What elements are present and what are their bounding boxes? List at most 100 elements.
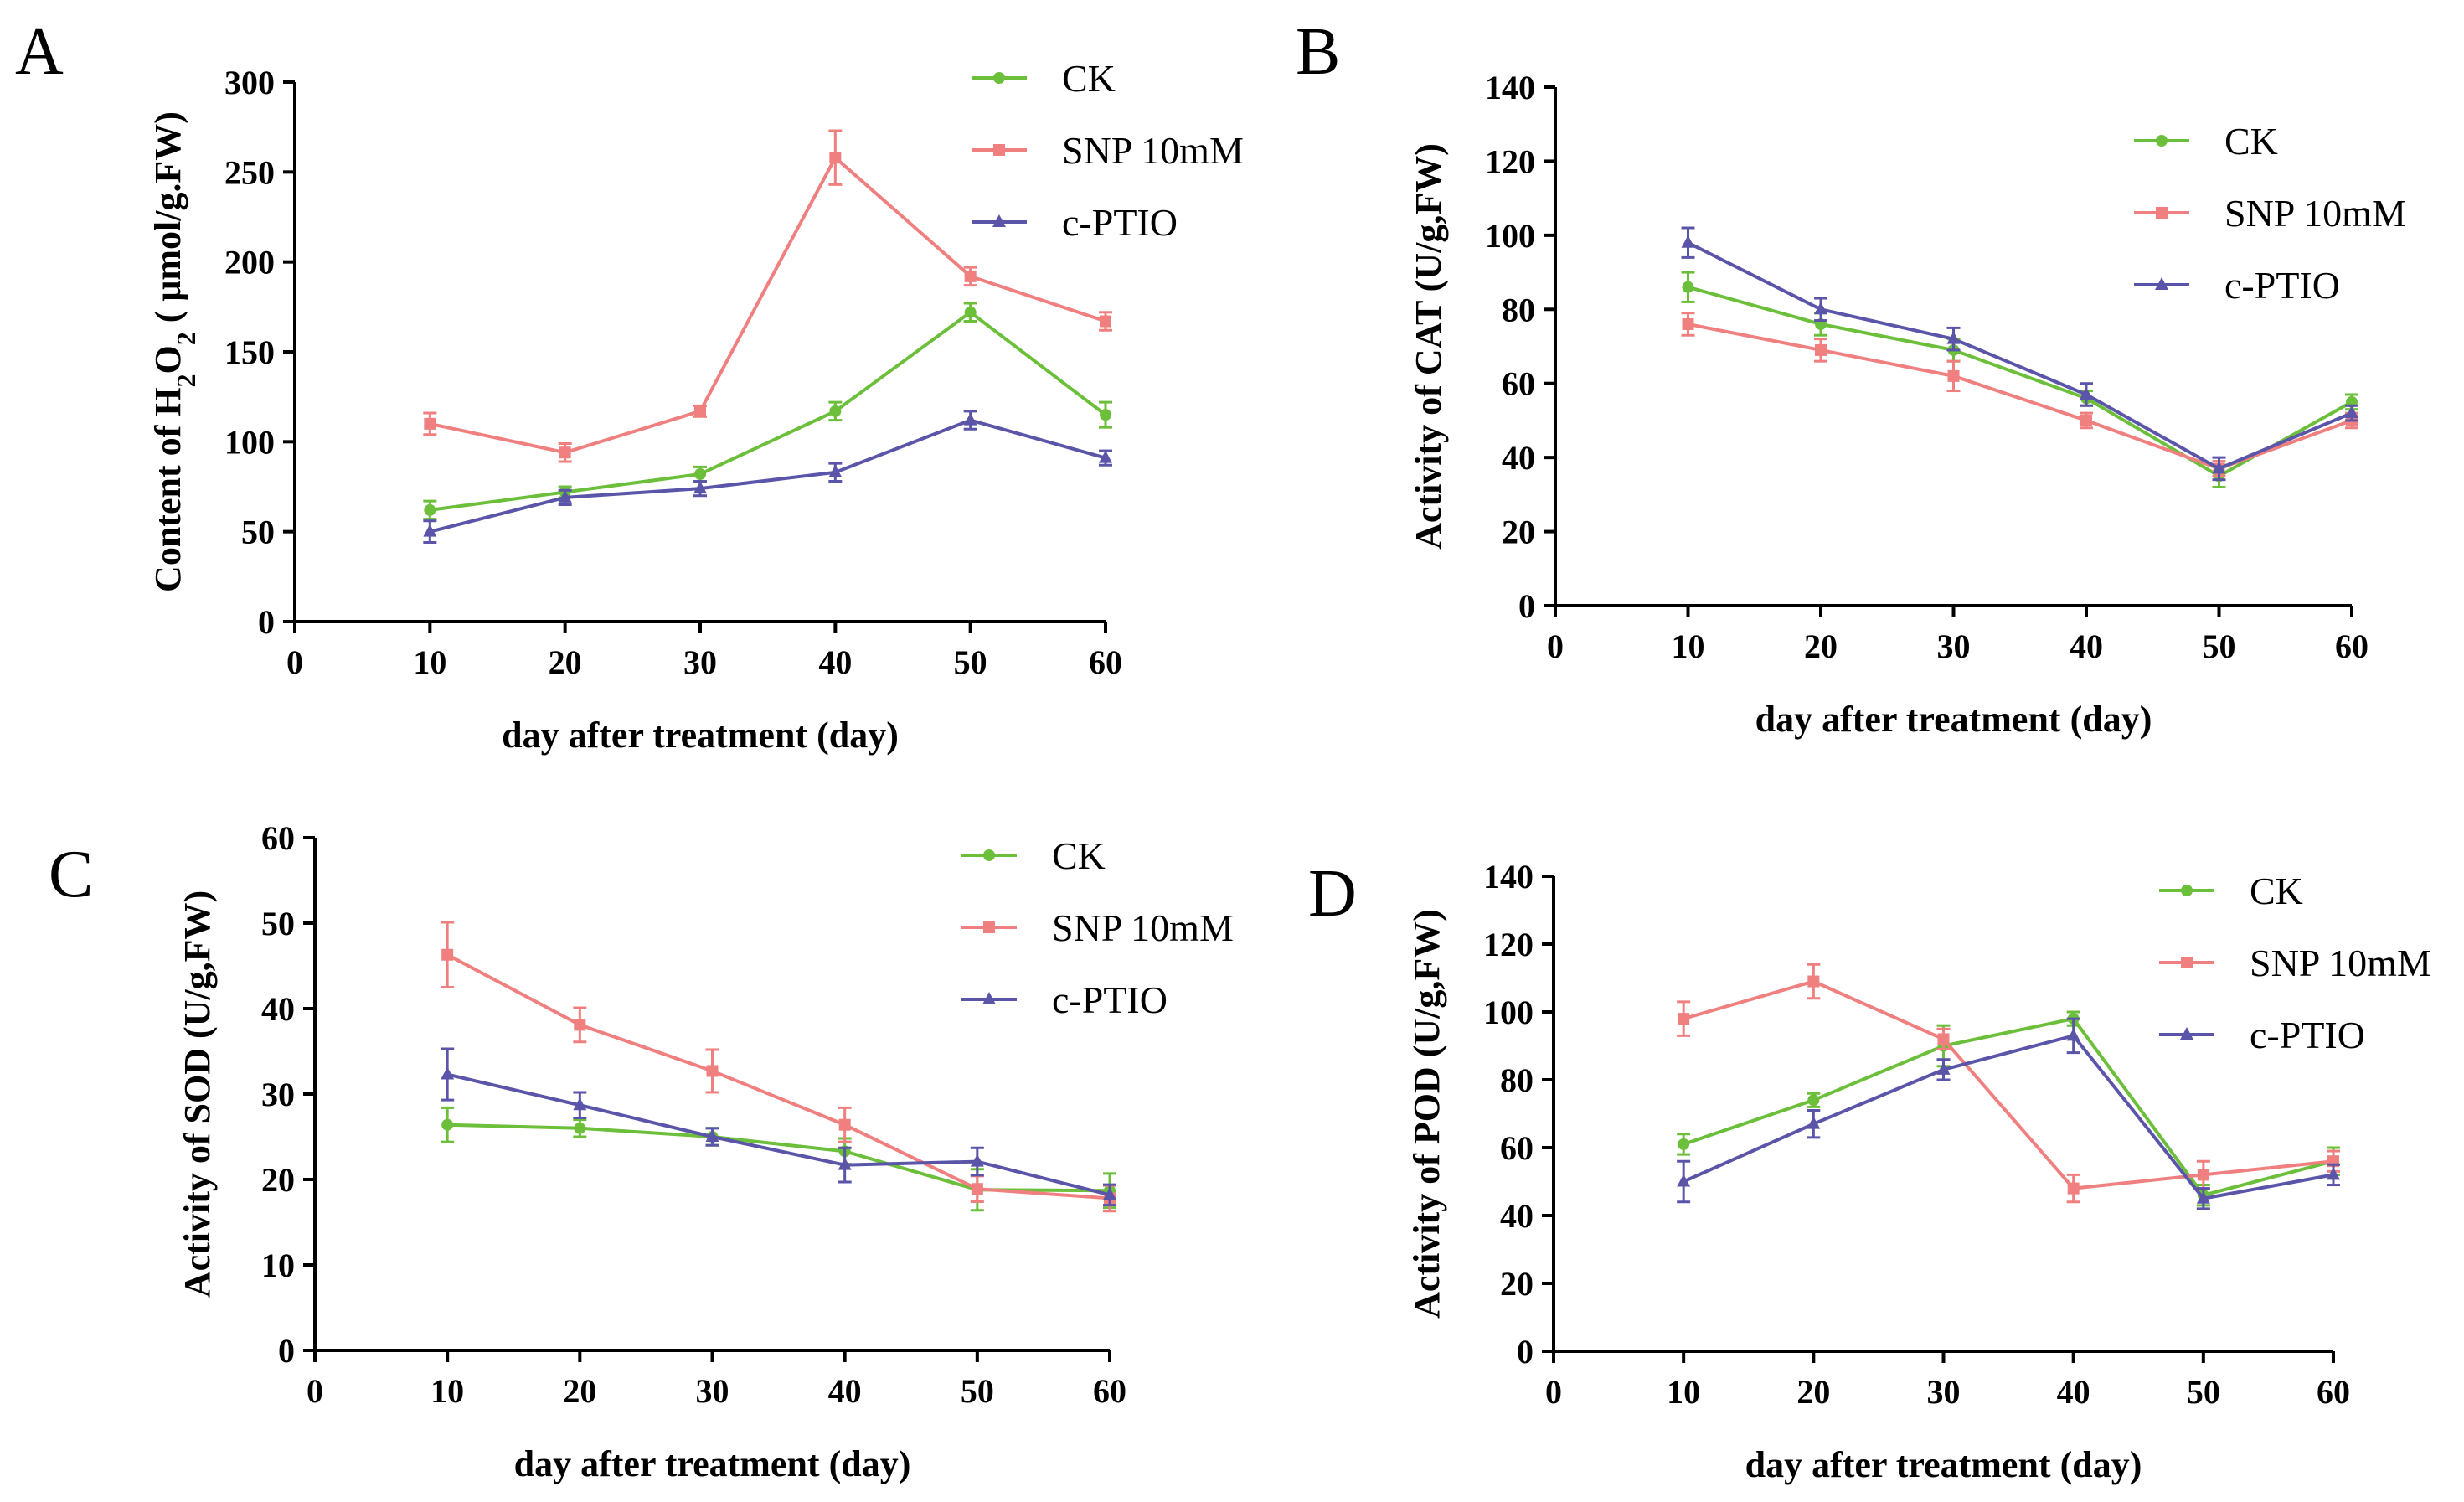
panel-a-x-tick-label: 40 [818, 643, 852, 681]
panel-d-point-c-ptio [2327, 1167, 2340, 1180]
panel-d-legend-marker-c-ptio [2180, 1027, 2193, 1040]
panel-c-x-tick-label: 50 [961, 1372, 994, 1410]
panel-d-point-snp-10mm [1807, 975, 1820, 988]
panel-d-line-ck [1683, 1016, 2334, 1197]
panel-a-y-tick-label: 200 [224, 244, 275, 281]
panel-a-y-tick-label: 250 [224, 153, 275, 191]
panel-b-x-tick-label: 20 [1804, 627, 1838, 665]
panel-c-x-axis-title: day after treatment (day) [514, 1443, 911, 1484]
panel-d-y-tick-label: 120 [1483, 926, 1534, 963]
panel-b-legend-marker-ck [2156, 135, 2168, 147]
panel-c-point-c-ptio [573, 1097, 587, 1111]
panel-d-point-snp-10mm [2067, 1182, 2080, 1195]
panel-b-legend-label-c-ptio: c-PTIO [2224, 264, 2340, 307]
panel-a-series-ck [423, 302, 1112, 521]
panel-b-line-c-ptio [1687, 240, 2353, 471]
panel-a-point-c-ptio [693, 481, 707, 494]
panel-d-y-tick-label: 20 [1500, 1265, 1534, 1303]
panel-c-legend-label-snp-10mm: SNP 10mM [1052, 906, 1234, 949]
panel-c-series-snp-10mm [441, 921, 1116, 1213]
panel-b-legend-label-ck: CK [2224, 120, 2278, 163]
panel-d: D 0 10 20 30 40 50 60 0 20 40 60 80 100 120 140 day afte… [1308, 857, 2431, 1485]
panel-a-y-axis-title: Content of H2O2 ( μmol/g.FW) [147, 111, 201, 592]
panel-a-point-snp-10mm [964, 270, 977, 282]
panel-d-series-ck [1677, 1010, 2340, 1207]
panel-a-x-tick-label: 10 [413, 643, 446, 681]
panel-d-x-tick-label: 10 [1667, 1373, 1700, 1411]
panel-b-point-ck [1682, 281, 1694, 293]
panel-c-legend-marker-ck [983, 849, 995, 861]
panel-b-letter: B [1296, 15, 1340, 89]
panel-d-y-tick-label: 60 [1500, 1129, 1534, 1167]
panel-a-y-tick-label: 100 [224, 423, 275, 461]
panel-b-x-tick-label: 40 [2070, 627, 2103, 665]
panel-b-legend-marker-snp-10mm [2156, 207, 2168, 219]
panel-a-point-ck [424, 503, 436, 516]
panel-a-x-tick-label: 60 [1089, 643, 1122, 681]
panel-d-y-tick-label: 80 [1500, 1061, 1534, 1099]
panel-a-y-tick-label: 150 [224, 333, 275, 371]
panel-d-line-snp-10mm [1683, 979, 2334, 1190]
panel-c-series-c-ptio [441, 1047, 1116, 1207]
panel-b-y-tick-label: 140 [1485, 69, 1535, 106]
panel-d-y-tick-label: 140 [1483, 858, 1534, 896]
panel-b-x-tick-label: 10 [1672, 627, 1705, 665]
panel-b-legend-label-snp-10mm: SNP 10mM [2224, 192, 2406, 235]
panel-d-x-tick-label: 30 [1927, 1373, 1961, 1411]
panel-b-y-tick-label: 120 [1485, 142, 1535, 180]
panel-b-y-tick-label: 80 [1502, 291, 1535, 328]
panel-a-legend-marker-ck [993, 72, 1005, 84]
panel-a-y-tick-label: 300 [224, 64, 275, 101]
panel-c-point-snp-10mm [838, 1118, 851, 1131]
panel-d-y-axis-title: Activity of POD (U/g,FW) [1406, 909, 1447, 1319]
panel-c-legend-marker-c-ptio [982, 992, 996, 1004]
panel-b-point-c-ptio [2080, 386, 2093, 400]
panel-a-line-ck [430, 310, 1107, 512]
panel-d-legend: CK SNP 10mM c-PTIO [2159, 870, 2431, 1056]
panel-c-point-ck [574, 1122, 586, 1134]
panel-b-point-snp-10mm [1947, 369, 1960, 382]
panel-b-line-snp-10mm [1688, 323, 2353, 471]
panel-c-y-tick-label: 10 [261, 1247, 295, 1284]
panel-a-legend-label-ck: CK [1062, 57, 1116, 100]
panel-d-point-c-ptio [1936, 1061, 1951, 1075]
panel-a-x-tick-label: 50 [954, 643, 987, 681]
panel-c: C 0 10 20 30 40 50 60 0 10 20 30 40 50 60 day after tre… [49, 819, 1234, 1484]
panel-c-legend-marker-snp-10mm [983, 921, 995, 933]
panel-c-point-c-ptio [705, 1129, 719, 1142]
panel-c-letter: C [49, 838, 93, 911]
panel-b-series-c-ptio [1681, 226, 2358, 482]
panel-c-x-tick-label: 40 [828, 1372, 862, 1410]
panel-b-legend: CK SNP 10mM c-PTIO [2134, 120, 2406, 307]
panel-c-point-snp-10mm [971, 1183, 983, 1195]
panel-c-point-ck [441, 1118, 454, 1131]
panel-d-y-tick-label: 100 [1483, 994, 1534, 1031]
panel-d-letter: D [1308, 857, 1357, 931]
panel-d-point-c-ptio [2196, 1190, 2210, 1204]
panel-d-series-snp-10mm [1677, 963, 2340, 1204]
panel-a-point-snp-10mm [559, 446, 571, 459]
panel-c-y-tick-label: 50 [261, 905, 295, 942]
panel-d-x-tick-label: 50 [2187, 1373, 2220, 1411]
panel-d-y-tick-label: 0 [1517, 1333, 1534, 1370]
panel-a-point-snp-10mm [424, 417, 436, 430]
panel-b-x-tick-label: 30 [1937, 627, 1971, 665]
panel-c-y-tick-label: 60 [261, 819, 295, 857]
panel-b-point-c-ptio [1814, 302, 1827, 315]
panel-c-point-snp-10mm [706, 1065, 719, 1077]
panel-b-point-c-ptio [2212, 461, 2226, 474]
panel-a-point-ck [1100, 409, 1111, 421]
panel-c-y-tick-label: 30 [261, 1076, 295, 1113]
panel-d-legend-marker-ck [2181, 885, 2193, 896]
panel-b-point-snp-10mm [2080, 414, 2092, 426]
panel-b-y-tick-label: 100 [1485, 217, 1535, 255]
panel-b-point-c-ptio [1681, 235, 1695, 248]
panel-c-line-c-ptio [446, 1072, 1111, 1197]
panel-c-line-snp-10mm [446, 952, 1111, 1200]
panel-d-series-c-ptio [1677, 1017, 2340, 1210]
panel-b-legend-marker-c-ptio [2155, 277, 2168, 290]
panel-d-y-tick-label: 40 [1500, 1197, 1534, 1235]
panel-c-x-tick-label: 10 [430, 1372, 464, 1410]
panel-d-x-tick-label: 0 [1545, 1373, 1562, 1411]
